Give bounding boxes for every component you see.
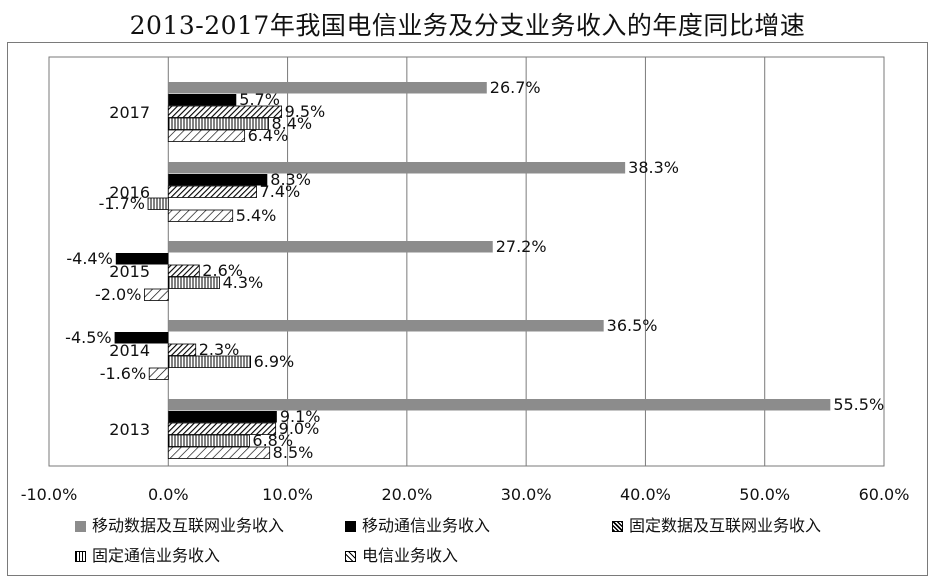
legend-label: 移动通信业务收入 — [362, 516, 491, 535]
bar — [167, 209, 234, 222]
x-tick-label: 0.0% — [148, 485, 189, 500]
data-label: -4.5% — [65, 328, 111, 347]
data-label: 8.4% — [271, 114, 312, 133]
legend-label: 固定通信业务收入 — [92, 546, 221, 565]
x-tick-label: 40.0% — [620, 485, 671, 500]
y-category-label: 2016 — [109, 183, 150, 202]
data-label: 5.7% — [239, 90, 280, 109]
legend-label: 电信业务收入 — [362, 546, 459, 565]
data-label: 8.3% — [270, 170, 311, 189]
data-label: 26.7% — [490, 78, 541, 97]
bar — [167, 105, 283, 118]
plot-area — [48, 56, 885, 467]
bar-chart: -10.0% 0.0% 10.0% 20.0% 30.0% 40.0% 50.0% 60.0%… — [21, 56, 910, 500]
legend-item-mobile-comm: 移动通信业务收入 — [345, 512, 490, 536]
bar — [168, 174, 268, 186]
bar — [167, 422, 277, 435]
bar — [167, 276, 220, 289]
legend-item-mobile-data: 移动数据及互联网业务收入 — [75, 512, 284, 536]
bar — [148, 367, 169, 380]
bar — [168, 241, 493, 253]
legend-swatch — [75, 551, 86, 562]
bar — [168, 411, 277, 423]
bar — [115, 253, 169, 265]
data-label: 4.3% — [223, 273, 264, 292]
bar — [167, 264, 200, 277]
data-label: 9.5% — [285, 102, 326, 121]
data-label: -1.6% — [100, 364, 146, 383]
bar — [168, 82, 487, 94]
legend-swatch — [612, 521, 623, 532]
chart-frame — [7, 42, 928, 576]
data-label: 6.8% — [252, 431, 293, 450]
bar — [147, 197, 169, 210]
y-category-label: 2013 — [109, 420, 150, 439]
data-label: 36.5% — [607, 316, 658, 335]
bar — [168, 162, 626, 174]
data-label: 9.1% — [280, 407, 321, 426]
data-label: 5.4% — [236, 206, 277, 225]
data-label: 9.0% — [279, 419, 320, 438]
data-label: 38.3% — [628, 158, 679, 177]
data-label: 8.5% — [273, 443, 314, 462]
bar — [167, 355, 251, 368]
legend-item-fixed-data: 固定数据及互联网业务收入 — [612, 512, 821, 536]
data-label: -1.7% — [99, 194, 145, 213]
bar — [167, 185, 257, 198]
data-label: -4.4% — [66, 249, 112, 268]
bar — [167, 446, 271, 459]
x-tick-label: 10.0% — [262, 485, 313, 500]
legend-swatch — [75, 521, 86, 532]
legend-swatch — [345, 521, 356, 532]
legend-item-fixed-comm: 固定通信业务收入 — [75, 542, 220, 566]
data-label: -2.0% — [95, 285, 141, 304]
x-tick-label: -10.0% — [21, 485, 78, 500]
legend-label: 固定数据及互联网业务收入 — [629, 516, 822, 535]
bar — [114, 332, 169, 344]
data-label: 6.9% — [254, 352, 295, 371]
data-label: 6.4% — [248, 126, 289, 145]
data-label: 2.3% — [199, 340, 240, 359]
y-category-label: 2017 — [109, 103, 150, 122]
bar — [167, 129, 246, 142]
data-label: 27.2% — [496, 237, 547, 256]
x-tick-label: 50.0% — [739, 485, 790, 500]
x-tick-label: 20.0% — [381, 485, 432, 500]
legend-item-telecom: 电信业务收入 — [345, 542, 458, 566]
bar — [167, 434, 250, 447]
x-tick-label: 30.0% — [501, 485, 552, 500]
bar — [167, 343, 197, 356]
data-label: 55.5% — [833, 395, 884, 414]
bar — [167, 117, 269, 130]
bar — [168, 320, 604, 332]
bar — [168, 94, 237, 106]
chart-title: 2013-2017年我国电信业务及分支业务收入的年度同比增速 — [129, 11, 806, 40]
bar — [144, 288, 169, 301]
y-category-label: 2015 — [109, 262, 150, 281]
legend-label: 移动数据及互联网业务收入 — [92, 516, 285, 535]
legend-swatch — [345, 551, 356, 562]
bar — [168, 399, 831, 411]
data-label: 2.6% — [202, 261, 243, 280]
x-tick-label: 60.0% — [859, 485, 910, 500]
data-label: 7.4% — [260, 182, 301, 201]
y-category-label: 2014 — [109, 341, 150, 360]
